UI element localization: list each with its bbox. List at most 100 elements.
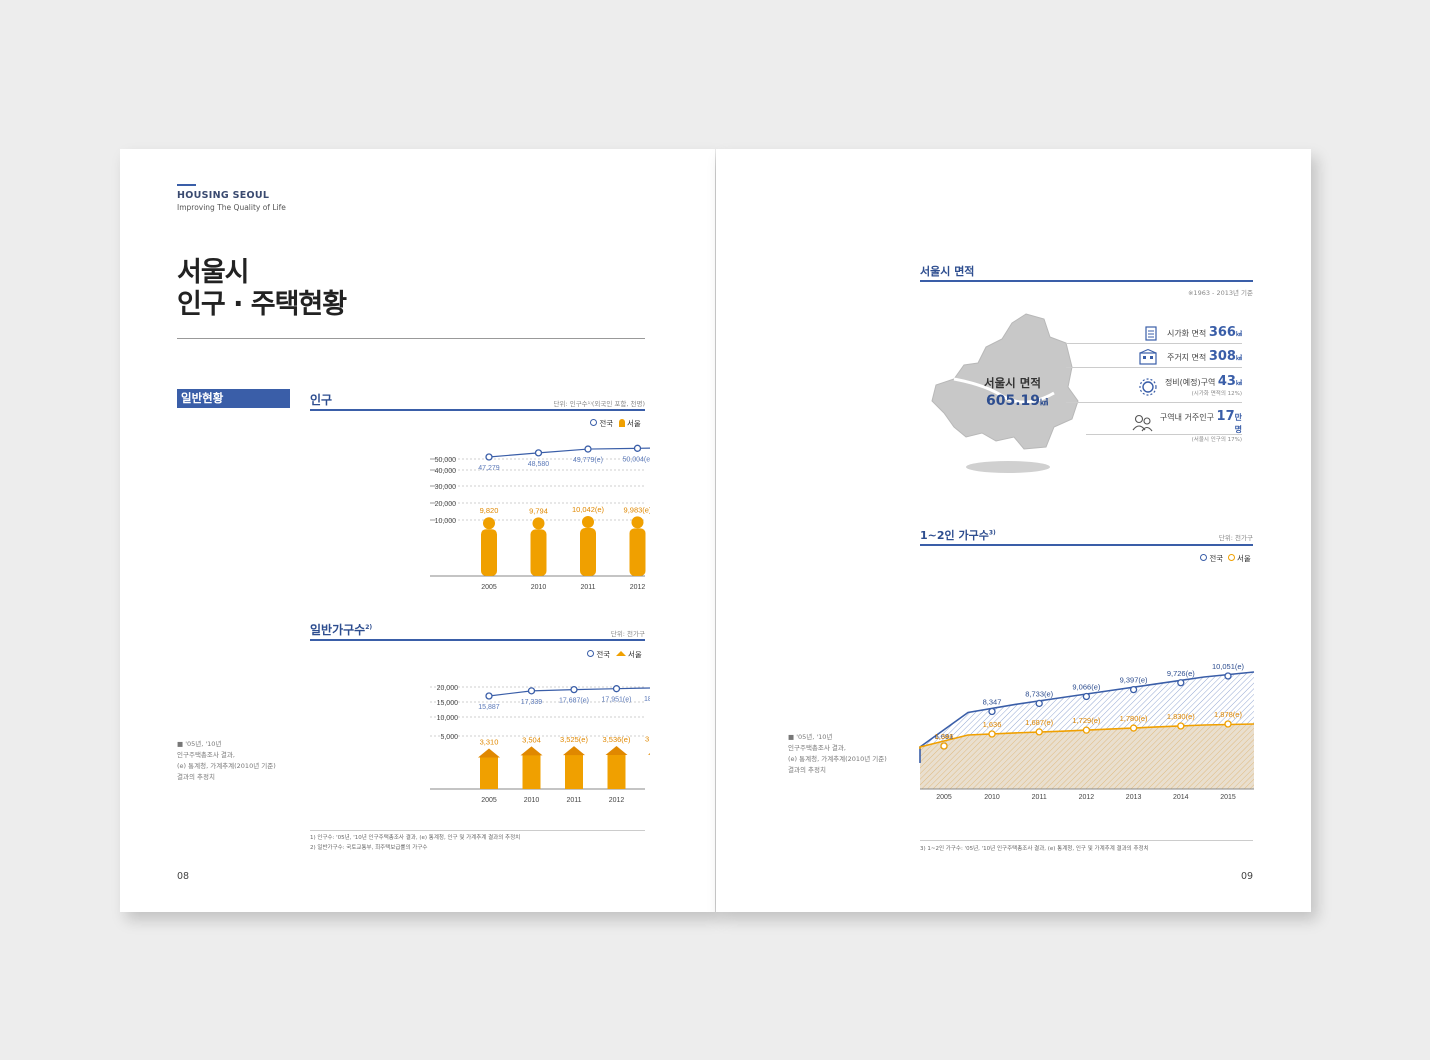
house-roof-seoul bbox=[478, 748, 500, 758]
note-line: 인구주택총조사 결과, bbox=[788, 744, 846, 752]
data-point-seoul bbox=[988, 730, 996, 738]
page-title-line2: 인구 · 주택현황 bbox=[177, 289, 347, 320]
data-point-national bbox=[1082, 692, 1091, 701]
house-icon bbox=[615, 651, 626, 656]
area-item-value: 43 bbox=[1217, 374, 1236, 389]
data-point-seoul bbox=[940, 742, 948, 750]
area-item-divider bbox=[1066, 367, 1242, 368]
footnote-rule bbox=[920, 840, 1253, 841]
data-label-national: 9,397(e) bbox=[1120, 676, 1148, 685]
population-unit: 단위: 인구수¹⁾(외국인 포함, 천명) bbox=[553, 400, 646, 408]
data-label-seoul: 1,636 bbox=[983, 720, 1002, 729]
brand-subtitle: Improving The Quality of Life bbox=[177, 203, 286, 212]
population-rule bbox=[310, 409, 645, 411]
data-label-national: 9,726(e) bbox=[1167, 669, 1195, 678]
area-rule bbox=[920, 280, 1253, 282]
x-tick-label: 2005 bbox=[481, 797, 497, 804]
note-line: ■ '05년, '10년 bbox=[177, 740, 222, 748]
x-tick-label: 2014 bbox=[1173, 794, 1189, 799]
area-item-value: 17 bbox=[1216, 409, 1235, 424]
series-line-national bbox=[919, 671, 1255, 763]
area-basis: ※1963 - 2013년 기준 bbox=[1187, 289, 1253, 297]
data-label-national: 10,051(e) bbox=[1212, 662, 1245, 671]
series-line-seoul bbox=[919, 723, 1255, 749]
page-title: 서울시 인구 · 주택현황 bbox=[177, 257, 347, 321]
map-value: 605.19㎢ bbox=[986, 393, 1048, 409]
page-title-line1: 서울시 bbox=[177, 257, 250, 288]
data-point-national bbox=[1035, 699, 1043, 708]
bar-seoul bbox=[580, 528, 596, 576]
house-roof-seoul bbox=[563, 746, 585, 756]
person-head-seoul bbox=[532, 517, 545, 530]
data-label-national: 8,347 bbox=[983, 698, 1002, 707]
gear-icon bbox=[1139, 378, 1157, 396]
area-item-label: 시가화 면적 bbox=[1166, 329, 1207, 338]
households-chart: 20,000 15,000 10,000 5,000 15,887 3,310 2005 17… bbox=[430, 685, 650, 804]
left-side-note: ■ '05년, '10년 인구주택총조사 결과, (e) 통계청, 가계추계(2… bbox=[177, 739, 297, 783]
data-point-national bbox=[633, 444, 642, 452]
y-tick-label: 20,000 bbox=[435, 501, 457, 508]
bar-seoul bbox=[629, 528, 646, 576]
households-unit: 단위: 천가구 bbox=[610, 630, 645, 638]
area-item-residential: 주거지 면적 308㎢ bbox=[1156, 349, 1242, 364]
legend-national-label: 전국 bbox=[599, 419, 614, 428]
house-roof-seoul bbox=[648, 753, 650, 755]
area-item-divider bbox=[1066, 402, 1242, 403]
bar-seoul bbox=[481, 529, 497, 576]
note-line: 인구주택총조사 결과, bbox=[177, 751, 235, 759]
legend-national-marker bbox=[590, 419, 597, 426]
right-side-note: ■ '05년, '10년 인구주택총조사 결과, (e) 통계청, 가계추계(2… bbox=[788, 732, 913, 776]
bar-seoul bbox=[480, 756, 498, 789]
note-line: 결과의 추정치 bbox=[177, 773, 215, 781]
area-item-unit: ㎢ bbox=[1235, 331, 1242, 338]
legend-national-label: 전국 bbox=[1209, 554, 1224, 563]
data-label-national: 17,951(e) bbox=[602, 697, 632, 704]
footnote-2: 2) 일반가구수: 국토교통부, 희주택보급률의 가구수 bbox=[310, 845, 428, 851]
x-tick-label: 2011 bbox=[580, 584, 595, 591]
area-title: 서울시 면적 bbox=[920, 265, 975, 278]
y-tick-label: 10,000 bbox=[435, 518, 457, 525]
data-point-national bbox=[584, 445, 592, 453]
x-tick-label: 2012 bbox=[630, 584, 646, 591]
map-value-unit: ㎢ bbox=[1040, 398, 1049, 407]
small-households-title-text: 1~2인 가구수 bbox=[920, 529, 989, 542]
note-line: ■ '05년, '10년 bbox=[788, 733, 833, 741]
households-legend: 전국 서울 bbox=[587, 649, 642, 660]
x-tick-label: 2010 bbox=[524, 797, 540, 804]
note-line: 결과의 추정치 bbox=[788, 766, 826, 774]
x-tick-label: 2005 bbox=[481, 584, 497, 591]
x-tick-label: 2015 bbox=[1220, 794, 1236, 799]
area-item-urban: 시가화 면적 366㎢ bbox=[1136, 325, 1242, 340]
data-point-national bbox=[534, 449, 543, 457]
data-point-seoul bbox=[1129, 724, 1138, 732]
area-item-label: 주거지 면적 bbox=[1166, 353, 1207, 362]
small-households-title: 1~2인 가구수3) bbox=[920, 527, 996, 543]
data-label-seoul: 3,536(e) bbox=[603, 735, 631, 744]
data-point-national bbox=[1224, 672, 1232, 680]
area-item-unit: ㎢ bbox=[1235, 380, 1242, 387]
data-label-seoul: 1,729(e) bbox=[1072, 716, 1100, 725]
data-point-national bbox=[485, 453, 493, 461]
footnote-rule bbox=[310, 830, 645, 831]
bar-seoul bbox=[607, 754, 626, 789]
person-head-seoul bbox=[582, 516, 594, 528]
data-point-seoul bbox=[1224, 720, 1232, 728]
data-label-national: 50,004(e) bbox=[623, 456, 650, 463]
data-point-seoul bbox=[1035, 728, 1043, 736]
households-title: 일반가구수2) bbox=[310, 621, 372, 638]
data-point-seoul bbox=[1082, 726, 1091, 734]
right-page: 서울시 면적 ※1963 - 2013년 기준 서울시 면적 605.19㎢ 시… bbox=[716, 149, 1311, 912]
person-head-seoul bbox=[483, 517, 495, 530]
data-point-national bbox=[527, 687, 536, 695]
small-households-title-sup: 3) bbox=[988, 529, 996, 537]
map-shadow bbox=[966, 461, 1050, 473]
house-roof-seoul bbox=[605, 746, 628, 756]
population-legend: 전국 서울 bbox=[590, 418, 641, 429]
data-label-seoul: 3,310 bbox=[480, 738, 499, 747]
bar-seoul bbox=[530, 529, 547, 576]
house-roof-seoul bbox=[520, 746, 543, 756]
seoul-map bbox=[931, 313, 1079, 473]
series-line-national bbox=[488, 687, 650, 697]
legend-seoul-label: 서울 bbox=[626, 419, 641, 428]
data-label-seoul: 3,525(e) bbox=[560, 735, 588, 744]
